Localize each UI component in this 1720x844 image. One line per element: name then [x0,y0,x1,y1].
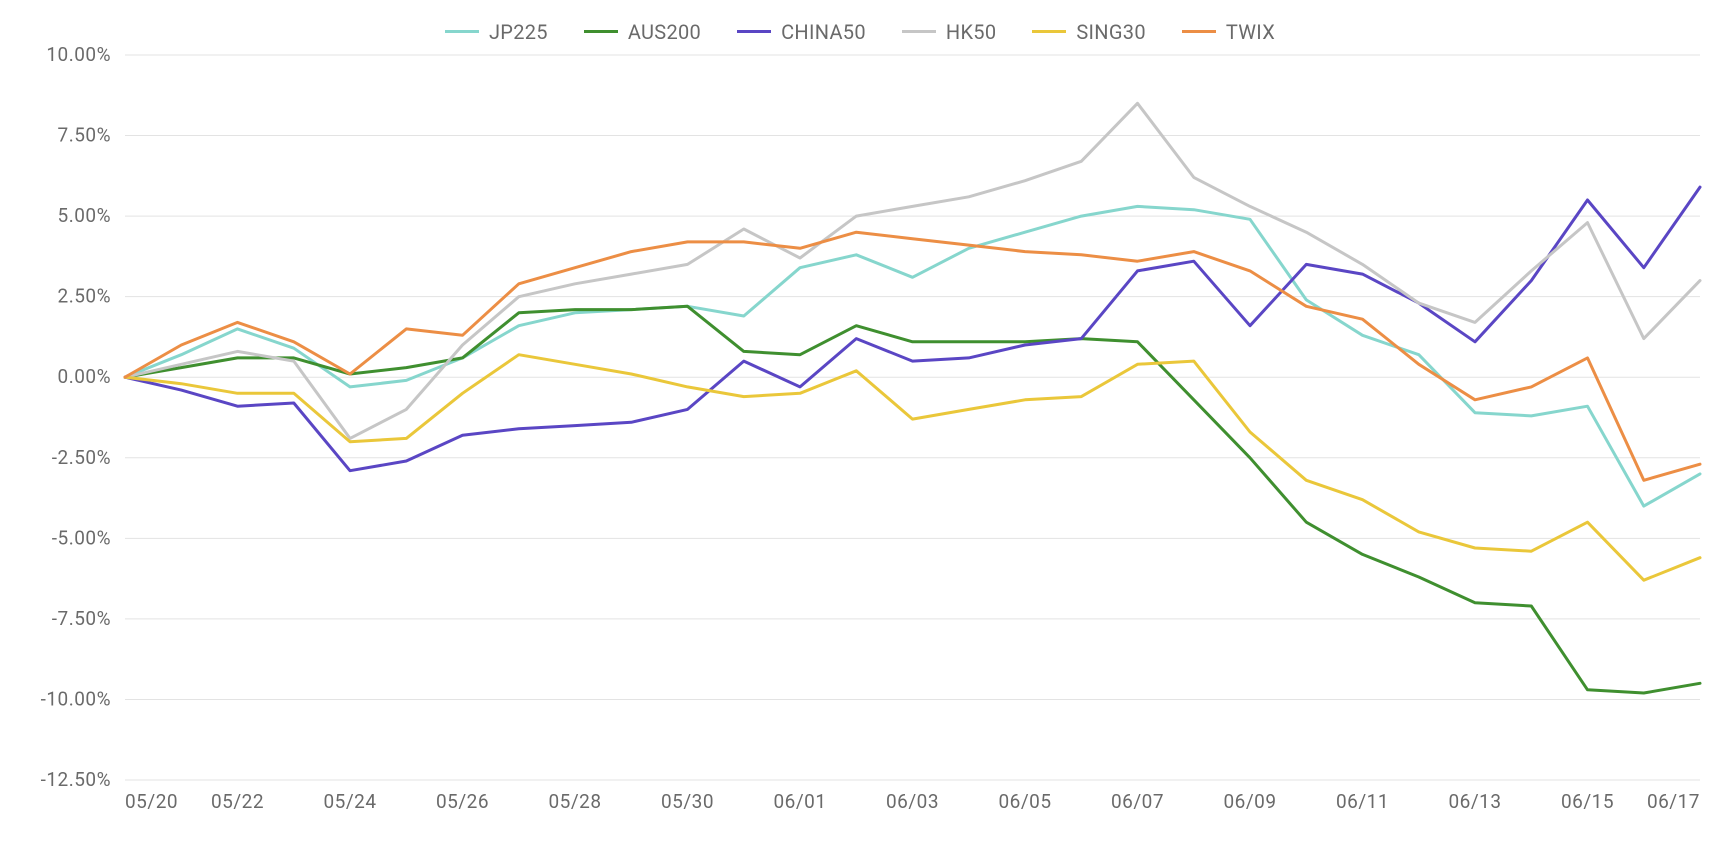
y-tick-label: 7.50% [58,124,111,147]
x-tick-label: 06/15 [1561,790,1614,813]
y-tick-label: -12.50% [41,768,111,791]
x-tick-label: 05/26 [436,790,489,813]
x-tick-label: 05/30 [661,790,714,813]
y-tick-label: -7.50% [52,607,111,630]
series-line-jp225 [125,206,1700,506]
x-tick-label: 06/17 [1647,790,1700,813]
y-tick-label: 0.00% [58,365,111,388]
x-tick-label: 06/07 [1111,790,1164,813]
y-tick-label: 10.00% [46,43,111,66]
series-line-china50 [125,187,1700,471]
x-tick-label: 05/24 [323,790,376,813]
series-line-twix [125,232,1700,480]
x-tick-label: 05/28 [548,790,601,813]
x-tick-label: 06/05 [998,790,1051,813]
y-tick-label: 5.00% [58,204,111,227]
x-tick-label: 06/01 [773,790,826,813]
x-tick-label: 06/13 [1448,790,1501,813]
x-tick-label: 06/11 [1336,790,1389,813]
y-tick-label: -2.50% [52,446,111,469]
x-tick-label: 05/22 [211,790,264,813]
x-tick-label: 05/20 [125,790,178,813]
y-tick-label: -5.00% [52,526,111,549]
chart-canvas: 10.00% 7.50% 5.00% 2.50% 0.00% -2.50% -5.00% -7… [0,0,1720,844]
x-tick-label: 06/03 [886,790,939,813]
line-chart: JP225AUS200CHINA50HK50SING30TWIX 10.00%7… [0,0,1720,844]
y-tick-label: 2.50% [58,285,111,308]
x-tick-label: 06/09 [1223,790,1276,813]
y-tick-label: -10.00% [41,687,111,710]
series-line-hk50 [125,103,1700,438]
